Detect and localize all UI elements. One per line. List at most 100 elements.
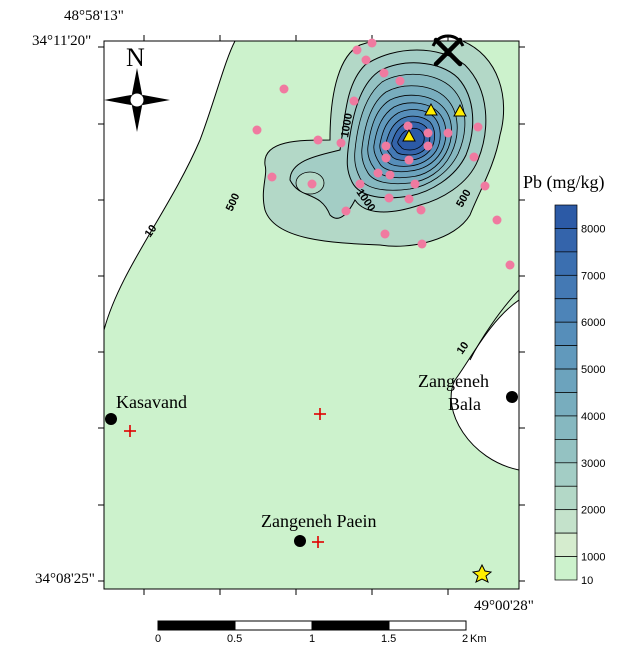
legend-tick-label: 1000 [581,552,605,564]
legend-ticks: 8000 7000 6000 5000 4000 3000 2000 1000 10 [581,223,605,587]
sample-point [355,179,365,189]
sample-point [349,96,359,106]
scale-bar: 0 0.5 1 1.5 2 Km [155,620,487,645]
sample-point [404,194,414,204]
place-label-zangeneh-bala-line1: Zangeneh [418,371,489,391]
scale-tick-label: 1 [309,633,315,645]
legend-swatch [554,298,578,323]
legend-colorbar [554,204,578,581]
legend-swatch [554,556,578,581]
place-label-zangeneh-bala-line2: Bala [448,394,481,414]
mine-triangle-icon [402,128,416,142]
legend-swatch [554,439,578,464]
sample-point [473,122,483,132]
sample-point [380,229,390,239]
mine-triangle-icon [424,102,438,116]
legend-swatch [554,251,578,276]
legend-swatch [554,532,578,557]
sample-point [443,128,453,138]
sample-point [361,55,371,65]
village-marker [506,391,518,403]
legend-swatch [554,368,578,393]
star-icon [471,563,493,583]
legend-tick-label: 5000 [581,364,605,376]
sample-point [384,193,394,203]
coord-bottom-lat: 34°08'25" [35,571,95,587]
sample-point [307,179,317,189]
legend-tick-label: 3000 [581,458,605,470]
sample-point [469,152,479,162]
place-label-kasavand: Kasavand [116,392,187,412]
sample-point [352,45,362,55]
scale-segment [311,620,390,631]
legend-swatch [554,345,578,370]
sample-point [404,155,414,165]
sample-point [416,205,426,215]
legend-swatch [554,462,578,487]
contour-label: 1000 [339,112,355,138]
mine-triangle-icon [453,103,467,117]
contour-label: 10 [143,223,160,240]
sample-point [367,38,377,48]
scale-tick-label: 2 [462,633,468,645]
frame-ticks [98,35,525,595]
legend-tick-label: 4000 [581,411,605,423]
sample-point [267,172,277,182]
legend-tick-label: 8000 [581,223,605,235]
map-frame [103,40,520,590]
place-label-zangeneh-paein: Zangeneh Paein [261,511,376,531]
sample-point [417,239,427,249]
sample-point [279,84,289,94]
legend-swatch [554,274,578,300]
legend-tick-label: 2000 [581,505,605,517]
sample-points [252,38,515,270]
legend-tick-label: 7000 [581,270,605,282]
cross-icon [314,408,326,420]
sample-point [313,135,323,145]
legend-swatch [554,392,578,417]
sample-point [379,68,389,78]
legend-tick-label: 6000 [581,317,605,329]
sample-point [480,181,490,191]
legend-swatch [554,228,578,253]
coord-top-lat: 34°11'20" [32,33,91,49]
scale-tick-label: 0 [155,633,161,645]
mine-sites [402,102,467,142]
sample-point [252,125,262,135]
sample-point [336,138,346,148]
north-label: N [126,43,145,72]
scale-tick-label: 0.5 [227,633,242,645]
legend: Pb (mg/kg) 8000 7000 6000 5000 4000 3000 2000 1… [523,172,605,587]
contour-label: 10 [455,340,472,357]
legend-tick-label: 10 [581,575,593,587]
cross-icon [312,536,324,548]
sample-point [403,121,413,131]
cross-icon [124,425,136,437]
north-arrow-icon [104,68,170,132]
sample-point [341,206,351,216]
legend-swatch [554,204,578,229]
scale-segment [157,620,236,631]
map-area: 10 10 500 500 1000 1000 [98,34,525,595]
sample-point [373,168,383,178]
legend-title: Pb (mg/kg) [523,172,605,193]
scale-tick-label: 1.5 [381,633,396,645]
village-marker [294,535,306,547]
sample-point [492,215,502,225]
coord-bottom-lon: 49°00'28" [474,598,534,614]
village-marker [105,413,117,425]
contour-10-east [469,289,519,361]
scale-segment [234,620,313,631]
sample-point [410,179,420,189]
legend-swatch [554,415,578,440]
coord-top-lon: 48°58'13" [64,8,124,24]
scale-segment [388,620,467,631]
sample-point [381,153,391,163]
legend-swatch [554,321,578,346]
mine-pickaxe-icon [431,34,465,67]
cross-markers [124,408,326,548]
legend-swatch [554,509,578,534]
sample-point [381,141,391,151]
scale-unit: Km [470,633,487,645]
